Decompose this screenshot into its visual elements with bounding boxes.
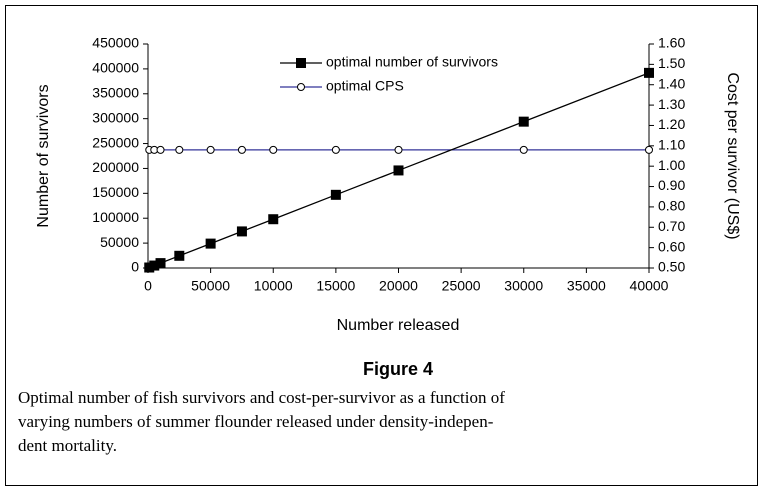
point-square xyxy=(205,238,216,249)
y2-tick-label: 0.70 xyxy=(658,218,685,234)
y2-tick-label: 1.40 xyxy=(658,75,685,91)
point-circle xyxy=(206,145,215,154)
caption-line: varying numbers of summer flounder relea… xyxy=(18,412,494,431)
y-tick-label: 300000 xyxy=(92,109,139,125)
x-tick-label: 10000 xyxy=(254,278,293,294)
y2-tick-label: 0.90 xyxy=(658,177,685,193)
y2-tick-label: 0.80 xyxy=(658,198,685,214)
point-circle xyxy=(394,145,403,154)
y2-tick-label: 1.60 xyxy=(658,35,685,51)
figure-label: Figure 4 xyxy=(363,359,433,379)
x-axis-title: Number released xyxy=(337,317,460,334)
x-tick-label: 25000 xyxy=(442,278,481,294)
x-tick-label: 15000 xyxy=(316,278,355,294)
x-tick-label: 0 xyxy=(144,278,152,294)
y-tick-label: 250000 xyxy=(92,134,139,150)
y2-tick-label: 1.00 xyxy=(658,157,685,173)
legend-label: optimal number of survivors xyxy=(326,54,498,70)
caption-line: Optimal number of fish survivors and cos… xyxy=(18,388,505,407)
x-tick-label: 50000 xyxy=(191,278,230,294)
legend-marker xyxy=(297,83,305,91)
x-tick-label: 30000 xyxy=(504,278,543,294)
point-square xyxy=(644,67,654,78)
point-square xyxy=(268,214,279,225)
point-square xyxy=(174,250,185,261)
y-tick-label: 150000 xyxy=(92,184,139,200)
point-circle xyxy=(519,145,528,154)
y-tick-label: 50000 xyxy=(100,234,139,250)
y2-tick-label: 1.50 xyxy=(658,55,685,71)
x-tick-label: 40000 xyxy=(630,278,669,294)
point-square xyxy=(155,258,166,269)
y-tick-label: 400000 xyxy=(92,60,139,76)
point-circle xyxy=(331,145,340,154)
point-circle xyxy=(156,145,165,154)
point-circle xyxy=(269,145,278,154)
y-tick-label: 200000 xyxy=(92,159,139,175)
x-tick-label: 20000 xyxy=(379,278,418,294)
point-square xyxy=(330,189,341,200)
y2-axis-title: Cost per survivor (US$) xyxy=(724,72,741,239)
y-tick-label: 450000 xyxy=(92,35,139,51)
point-circle xyxy=(645,145,653,154)
y-tick-label: 100000 xyxy=(92,209,139,225)
y2-tick-label: 1.10 xyxy=(658,137,685,153)
y-tick-label: 350000 xyxy=(92,84,139,100)
figure-frame xyxy=(5,5,758,486)
point-square xyxy=(236,226,247,237)
legend-marker xyxy=(296,58,306,68)
y2-tick-label: 1.30 xyxy=(658,96,685,112)
y2-tick-label: 0.50 xyxy=(658,259,685,275)
y-tick-label: 0 xyxy=(131,259,139,275)
point-circle xyxy=(175,145,184,154)
y-axis-title: Number of survivors xyxy=(35,84,52,227)
caption-line: dent mortality. xyxy=(18,436,117,455)
y2-tick-label: 1.20 xyxy=(658,116,685,132)
legend-label: optimal CPS xyxy=(326,78,404,94)
point-square xyxy=(518,116,529,127)
x-tick-label: 35000 xyxy=(567,278,606,294)
point-square xyxy=(144,262,155,273)
point-square xyxy=(393,165,404,176)
point-circle xyxy=(237,145,246,154)
y2-tick-label: 0.60 xyxy=(658,238,685,254)
point-square xyxy=(149,260,160,271)
